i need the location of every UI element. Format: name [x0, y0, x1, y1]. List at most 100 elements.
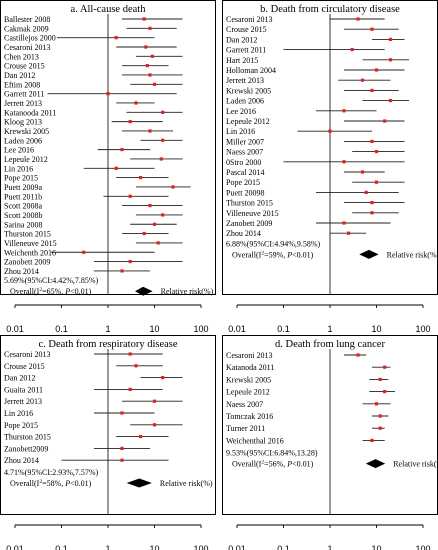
point-estimate	[152, 222, 157, 226]
summary-text: 6.88%(95%CI:4.94%,9.58%)	[226, 239, 321, 248]
x-tick-label: 0.01	[228, 544, 246, 550]
study-label: Cakmak 2009	[4, 24, 49, 33]
study-label: Garrett 2011	[4, 90, 44, 99]
forest-panel-2: b. Death from circulatory diseaseCesaron…	[222, 0, 438, 334]
x-tick-label: 0.1	[277, 324, 290, 334]
study-label: Naess 2007	[226, 400, 263, 409]
study-label: Cesaroni 2013	[226, 15, 272, 24]
summary-text: 4.71%(95%CI:2.93%,7.57%)	[4, 468, 99, 477]
study-label: Puett 2009a	[4, 183, 42, 192]
study-label: Lepeule 2012	[226, 117, 270, 126]
point-estimate	[150, 54, 154, 58]
study-label: Cesaroni 2013	[4, 350, 50, 359]
study-label: Zhou 2014	[226, 229, 261, 238]
point-estimate	[171, 185, 175, 189]
study-label: Holloman 2004	[226, 66, 276, 75]
point-estimate	[161, 213, 165, 217]
point-estimate	[388, 37, 393, 41]
point-estimate	[120, 269, 124, 273]
point-estimate	[374, 402, 379, 406]
study-label: Crouse 2015	[226, 25, 267, 34]
point-estimate	[356, 17, 360, 21]
point-estimate	[145, 64, 149, 68]
heterogeneity-text: Overall(I2=65%, P<0.01)	[10, 287, 92, 296]
x-tick-label: 1	[105, 324, 110, 334]
study-label: Lepeule 2012	[4, 155, 48, 164]
point-estimate	[346, 231, 351, 235]
study-label: Cesaroni 2013	[226, 351, 272, 360]
point-estimate	[370, 201, 374, 205]
point-estimate	[159, 157, 163, 161]
study-label: Jerrett 2013	[226, 76, 264, 85]
point-estimate	[128, 352, 132, 356]
point-estimate	[142, 17, 146, 21]
point-estimate	[374, 180, 379, 184]
point-estimate	[120, 411, 124, 415]
panel-title: d. Death from lung cancer	[275, 339, 385, 350]
study-label: Thurston 2015	[4, 433, 51, 442]
study-label: Dan 2012	[4, 374, 35, 383]
x-tick-label: 1	[327, 324, 332, 334]
panel-title: b. Death from circulatory disease	[260, 4, 400, 15]
study-label: Crouse 2015	[4, 362, 45, 371]
study-label: Sarina 2008	[4, 220, 42, 229]
point-estimate	[128, 259, 132, 264]
point-estimate	[128, 194, 132, 198]
study-label: Zanobett 2009	[226, 219, 272, 228]
point-estimate	[161, 110, 165, 114]
study-label: Lin 2016	[226, 127, 255, 136]
x-tick-label: 10	[149, 544, 159, 550]
summary-text: 5.69%(95%CI:4.42%,7.85%)	[4, 276, 99, 285]
forest-panel-3: c. Death from respiratory diseaseCesaron…	[0, 335, 216, 550]
point-estimate	[370, 88, 374, 92]
point-estimate	[350, 48, 354, 52]
point-estimate	[388, 58, 393, 62]
point-estimate	[148, 204, 152, 208]
study-label: Kloog 2013	[4, 118, 42, 127]
point-estimate	[370, 211, 374, 215]
point-estimate	[383, 390, 387, 394]
study-label: Lin 2016	[4, 409, 33, 418]
point-estimate	[138, 435, 143, 439]
point-estimate	[378, 377, 382, 381]
study-label: Jerrett 2013	[4, 397, 42, 406]
study-label: Katanooda 2011	[4, 108, 56, 117]
study-label: Pope 2015	[4, 421, 38, 430]
x-tick-label: 0.01	[6, 324, 24, 334]
study-label: Jerrett 2013	[4, 99, 42, 108]
study-label: Hart 2015	[226, 56, 258, 65]
point-estimate	[120, 148, 124, 152]
study-label: Pascal 2014	[226, 168, 264, 177]
study-label: Scott 2008a	[4, 202, 42, 211]
point-estimate	[152, 399, 157, 403]
point-estimate	[114, 166, 118, 170]
study-label: Dan 2012	[4, 71, 35, 80]
study-label: Pope 2015	[226, 178, 260, 187]
study-label: Castillejos 2000	[4, 34, 56, 43]
study-label: Krewski 2005	[4, 127, 49, 136]
study-label: Lee 2016	[226, 107, 256, 116]
point-estimate	[148, 73, 152, 77]
study-label: Puett 2011b	[4, 192, 42, 201]
point-estimate	[342, 160, 346, 164]
x-tick-label: 0.01	[228, 324, 246, 334]
x-tick-label: 10	[149, 324, 159, 334]
legend-label: Relative risk(%)	[160, 479, 213, 488]
study-label: Katanoda 2011	[226, 363, 274, 372]
study-label: Tomczak 2016	[226, 412, 273, 421]
point-estimate	[328, 129, 332, 133]
point-estimate	[360, 170, 365, 174]
point-estimate	[152, 82, 157, 86]
study-label: Laden 2006	[4, 136, 42, 145]
point-estimate	[356, 353, 360, 357]
point-estimate	[142, 231, 146, 236]
x-tick-label: 1	[327, 544, 332, 550]
summary-diamond	[135, 286, 153, 296]
point-estimate	[114, 36, 118, 40]
point-estimate	[156, 241, 160, 245]
study-label: Cesaroni 2013	[4, 43, 50, 52]
study-label: Miller 2007	[226, 137, 264, 146]
study-label: Turner 2011	[226, 424, 265, 433]
